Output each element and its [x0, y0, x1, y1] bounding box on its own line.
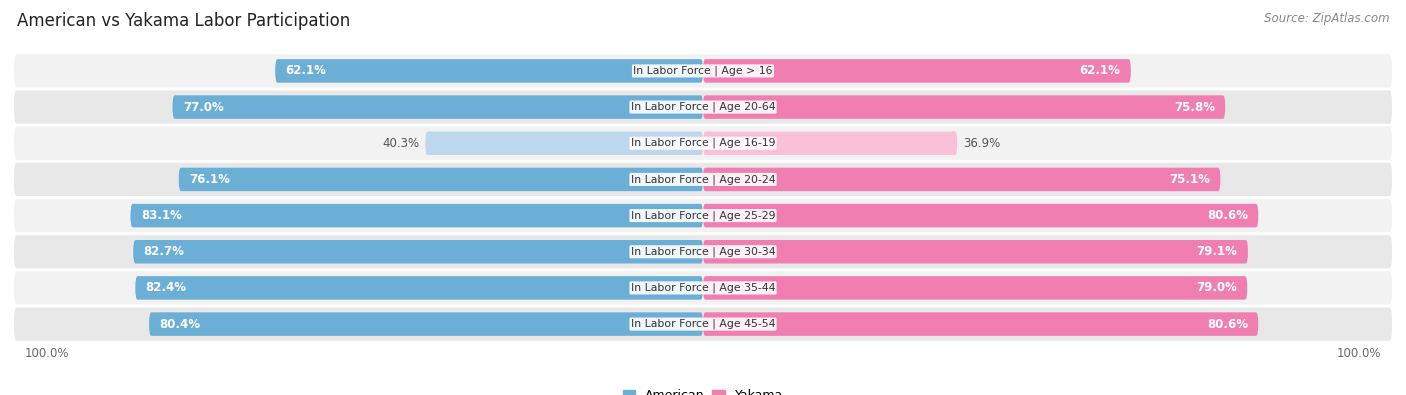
FancyBboxPatch shape [14, 54, 1392, 88]
Text: In Labor Force | Age 20-24: In Labor Force | Age 20-24 [631, 174, 775, 185]
Text: 62.1%: 62.1% [1080, 64, 1121, 77]
Text: American vs Yakama Labor Participation: American vs Yakama Labor Participation [17, 12, 350, 30]
Text: Source: ZipAtlas.com: Source: ZipAtlas.com [1264, 12, 1389, 25]
FancyBboxPatch shape [703, 204, 1258, 228]
FancyBboxPatch shape [14, 163, 1392, 196]
Text: 100.0%: 100.0% [24, 346, 69, 359]
Text: In Labor Force | Age 30-34: In Labor Force | Age 30-34 [631, 246, 775, 257]
Text: 83.1%: 83.1% [141, 209, 181, 222]
Text: 100.0%: 100.0% [1337, 346, 1382, 359]
Text: In Labor Force | Age 35-44: In Labor Force | Age 35-44 [631, 283, 775, 293]
Text: 75.8%: 75.8% [1174, 101, 1215, 114]
FancyBboxPatch shape [703, 312, 1258, 336]
Text: 75.1%: 75.1% [1170, 173, 1211, 186]
FancyBboxPatch shape [14, 90, 1392, 124]
FancyBboxPatch shape [703, 276, 1247, 300]
FancyBboxPatch shape [149, 312, 703, 336]
Text: 79.1%: 79.1% [1197, 245, 1237, 258]
FancyBboxPatch shape [703, 59, 1130, 83]
Text: 77.0%: 77.0% [183, 101, 224, 114]
FancyBboxPatch shape [703, 95, 1225, 119]
FancyBboxPatch shape [703, 132, 957, 155]
FancyBboxPatch shape [14, 235, 1392, 268]
FancyBboxPatch shape [179, 167, 703, 191]
Text: 80.6%: 80.6% [1206, 209, 1249, 222]
FancyBboxPatch shape [14, 307, 1392, 341]
FancyBboxPatch shape [703, 240, 1249, 263]
FancyBboxPatch shape [135, 276, 703, 300]
FancyBboxPatch shape [173, 95, 703, 119]
FancyBboxPatch shape [134, 240, 703, 263]
Text: In Labor Force | Age 45-54: In Labor Force | Age 45-54 [631, 319, 775, 329]
FancyBboxPatch shape [276, 59, 703, 83]
Legend: American, Yakama: American, Yakama [617, 384, 789, 395]
FancyBboxPatch shape [703, 167, 1220, 191]
Text: 76.1%: 76.1% [188, 173, 231, 186]
FancyBboxPatch shape [14, 127, 1392, 160]
Text: 62.1%: 62.1% [285, 64, 326, 77]
Text: 40.3%: 40.3% [382, 137, 420, 150]
Text: In Labor Force | Age 16-19: In Labor Force | Age 16-19 [631, 138, 775, 149]
FancyBboxPatch shape [14, 271, 1392, 305]
Text: 80.4%: 80.4% [159, 318, 201, 331]
Text: 79.0%: 79.0% [1197, 281, 1237, 294]
Text: In Labor Force | Age 25-29: In Labor Force | Age 25-29 [631, 210, 775, 221]
Text: 82.4%: 82.4% [146, 281, 187, 294]
FancyBboxPatch shape [131, 204, 703, 228]
Text: 80.6%: 80.6% [1206, 318, 1249, 331]
Text: In Labor Force | Age > 16: In Labor Force | Age > 16 [633, 66, 773, 76]
Text: 82.7%: 82.7% [143, 245, 184, 258]
FancyBboxPatch shape [14, 199, 1392, 232]
Text: In Labor Force | Age 20-64: In Labor Force | Age 20-64 [631, 102, 775, 112]
FancyBboxPatch shape [426, 132, 703, 155]
Text: 36.9%: 36.9% [963, 137, 1000, 150]
